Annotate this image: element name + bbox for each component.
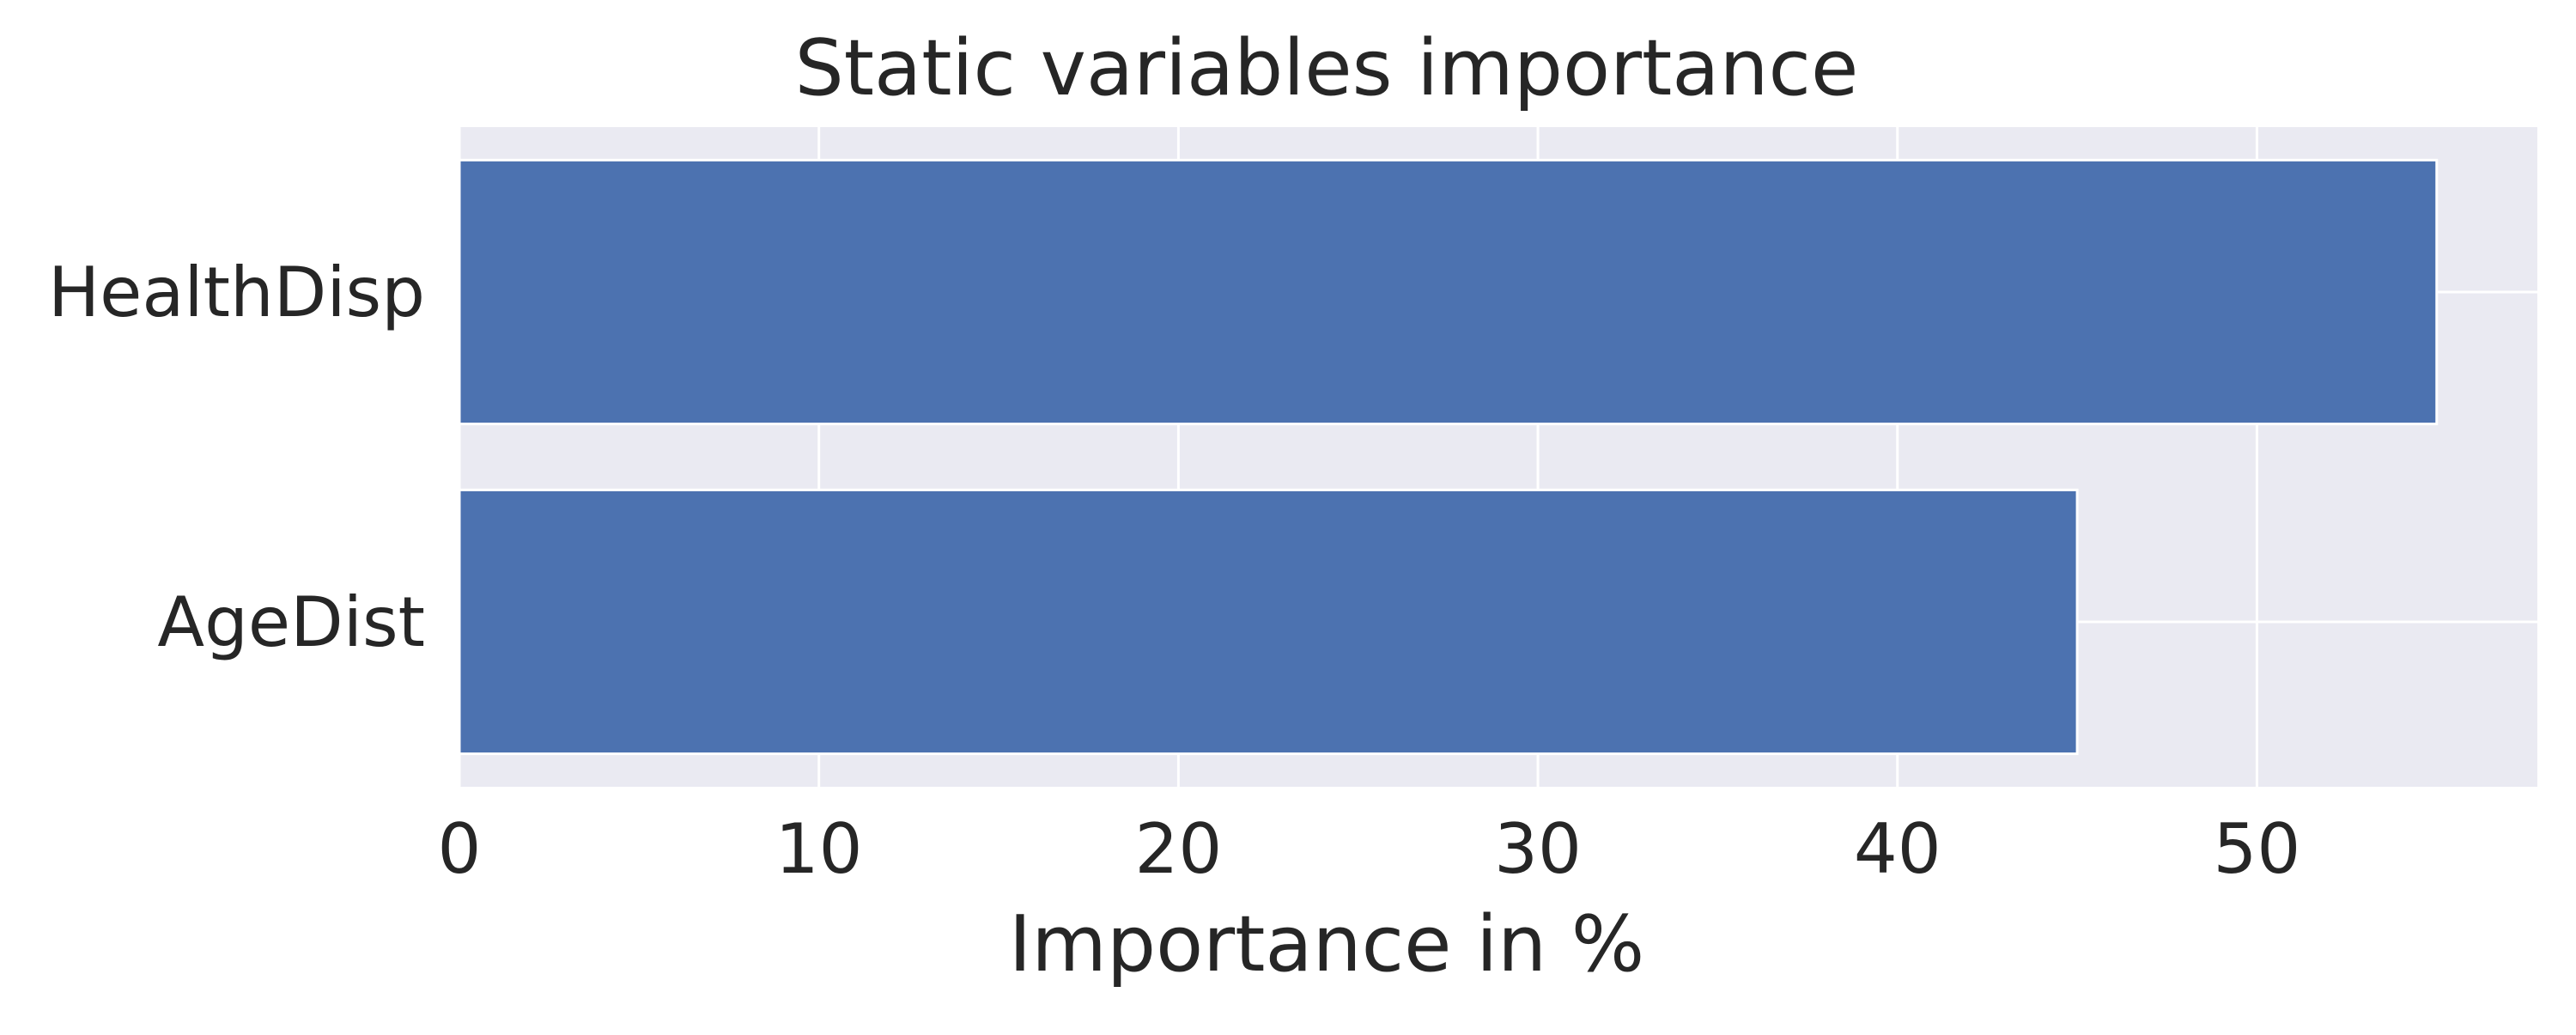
x-tick-label: 20 (1134, 809, 1222, 889)
y-tick-label: HealthDisp (48, 253, 425, 332)
x-tick-label: 50 (2214, 809, 2301, 889)
x-tick-label: 30 (1494, 809, 1582, 889)
bar-healthdisp (458, 158, 2439, 426)
chart-title: Static variables importance (795, 23, 1859, 113)
x-tick-label: 40 (1854, 809, 1941, 889)
y-tick-label: AgeDist (157, 582, 425, 662)
x-axis-label: Importance in % (1009, 899, 1645, 989)
bars (458, 158, 2439, 756)
x-tick-label: 0 (438, 809, 482, 889)
bar-agedist (458, 488, 2079, 756)
x-tick-label: 10 (775, 809, 863, 889)
tick-labels: 0 10 20 30 40 50 HealthDisp AgeDist (48, 253, 2300, 889)
